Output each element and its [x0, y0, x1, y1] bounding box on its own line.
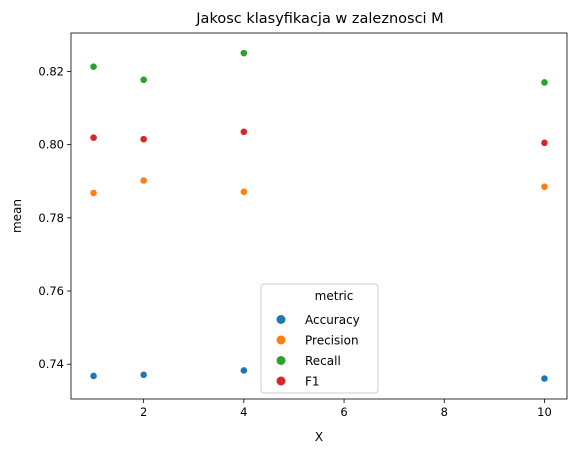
y-tick-label: 0.78 — [38, 211, 64, 225]
x-tick-label: 4 — [240, 405, 247, 419]
point-f1 — [239, 127, 248, 136]
legend-marker-precision — [276, 335, 286, 345]
y-axis-label: mean — [10, 199, 24, 233]
legend-label-f1: F1 — [305, 375, 320, 389]
x-axis-label: X — [315, 430, 323, 444]
plot-area — [70, 32, 568, 400]
point-recall — [139, 75, 148, 84]
legend-title: metric — [315, 289, 354, 303]
point-accuracy — [139, 370, 148, 379]
x-tick-label: 6 — [340, 405, 347, 419]
point-accuracy — [239, 366, 248, 375]
legend-marker-recall — [276, 356, 286, 365]
x-tick-label: 8 — [441, 405, 448, 419]
chart-title: Jakosc klasyfikacja w zaleznosci M — [195, 11, 443, 27]
point-recall — [540, 78, 549, 87]
x-tick-label: 10 — [537, 405, 552, 419]
y-axis: 0.74 0.76 0.78 0.80 0.82 — [38, 64, 71, 371]
y-tick-label: 0.74 — [38, 357, 64, 371]
y-tick-label: 0.80 — [38, 138, 64, 152]
data-points — [89, 49, 549, 383]
point-precision — [139, 176, 148, 185]
x-tick-label: 2 — [140, 405, 147, 419]
legend-label-recall: Recall — [305, 354, 341, 368]
legend-marker-f1 — [276, 376, 286, 386]
legend-label-precision: Precision — [305, 334, 359, 348]
point-precision — [239, 187, 248, 196]
point-precision — [540, 182, 549, 191]
point-accuracy — [89, 372, 98, 380]
point-f1 — [139, 135, 148, 144]
point-precision — [89, 189, 98, 197]
point-recall — [89, 62, 98, 71]
y-tick-label: 0.82 — [38, 64, 64, 78]
point-f1 — [89, 133, 98, 142]
point-recall — [239, 49, 248, 58]
y-tick-label: 0.76 — [38, 284, 64, 298]
legend-marker-accuracy — [276, 315, 286, 324]
legend: metric Accuracy Precision Recall F1 — [260, 283, 379, 394]
point-accuracy — [540, 374, 549, 383]
x-axis: 2 4 6 8 10 — [140, 399, 552, 419]
legend-label-accuracy: Accuracy — [305, 313, 360, 327]
point-f1 — [540, 138, 549, 147]
legend-box — [260, 283, 379, 394]
